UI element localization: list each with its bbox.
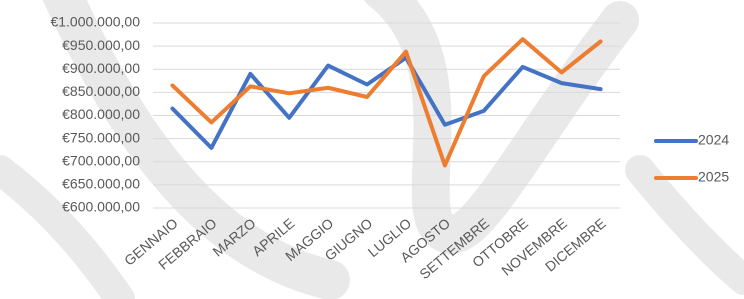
y-tick-label: €900.000,00 (62, 60, 140, 76)
y-tick-label: €800.000,00 (62, 106, 140, 122)
y-tick-label: €700.000,00 (62, 152, 140, 168)
y-tick-label: €850.000,00 (62, 83, 140, 99)
y-tick-label: €1.000.000,00 (50, 14, 140, 30)
legend-label: 2025 (698, 169, 729, 185)
y-tick-label: €950.000,00 (62, 37, 140, 53)
chart: €600.000,00 €650.000,00 €700.000,00 €750.00… (0, 0, 744, 299)
legend-label: 2024 (698, 132, 729, 148)
y-tick-label: €600.000,00 (62, 199, 140, 215)
y-tick-label: €750.000,00 (62, 129, 140, 145)
y-tick-label: €650.000,00 (62, 176, 140, 192)
